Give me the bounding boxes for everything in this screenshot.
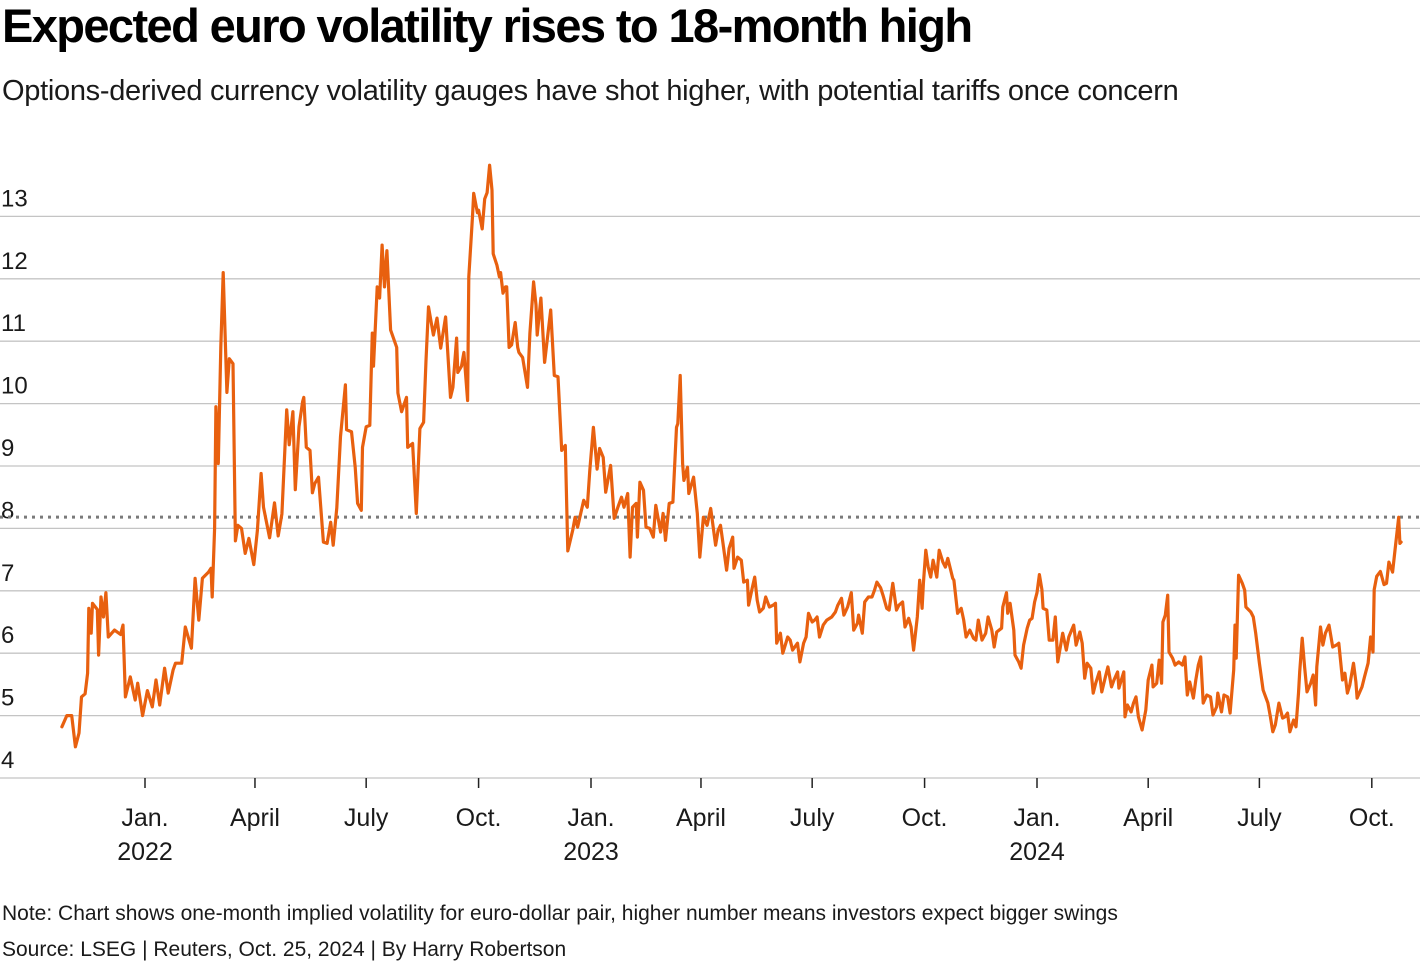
- y-tick-label: 11: [1, 310, 26, 337]
- chart-source: Source: LSEG | Reuters, Oct. 25, 2024 | …: [2, 938, 567, 961]
- x-tick-label: Oct.: [1349, 804, 1395, 832]
- x-tick-label: July: [1237, 804, 1282, 832]
- y-tick-label: 8: [1, 497, 14, 524]
- x-tick-year-label: 2022: [117, 838, 173, 866]
- y-tick-label: 7: [1, 560, 14, 587]
- chart-subtitle: Options-derived currency volatility gaug…: [2, 75, 1179, 107]
- chart-note: Note: Chart shows one-month implied vola…: [2, 902, 1118, 925]
- x-tick-label: Oct.: [456, 804, 502, 832]
- y-axis-ticks: 4 5 6 7 8 9 10 11 12 13: [1, 185, 28, 774]
- x-tick-year-label: 2023: [563, 838, 619, 866]
- series-line-implied-volatility: [60, 163, 1403, 749]
- x-axis: Jan. 2022 April July Oct. Jan. 2023 April July Oc…: [117, 778, 1395, 866]
- x-tick-year-label: 2024: [1009, 838, 1065, 866]
- x-tick-label: Oct.: [902, 804, 948, 832]
- x-tick-label: July: [790, 804, 835, 832]
- x-tick-label: Jan.: [567, 804, 614, 832]
- x-tick-label: April: [1123, 804, 1173, 832]
- x-tick-label: July: [344, 804, 389, 832]
- x-tick-label: Jan.: [1013, 804, 1060, 832]
- y-tick-label: 13: [1, 185, 28, 212]
- x-tick-label: Jan.: [121, 804, 168, 832]
- y-tick-label: 6: [1, 622, 14, 649]
- y-tick-label: 5: [1, 685, 14, 712]
- x-tick-label: April: [230, 804, 280, 832]
- y-tick-label: 9: [1, 435, 14, 462]
- y-tick-label: 12: [1, 248, 28, 275]
- y-tick-label: 4: [1, 747, 14, 774]
- y-tick-label: 10: [1, 373, 28, 400]
- chart-title: Expected euro volatility rises to 18-mon…: [2, 0, 973, 52]
- x-tick-label: April: [676, 804, 726, 832]
